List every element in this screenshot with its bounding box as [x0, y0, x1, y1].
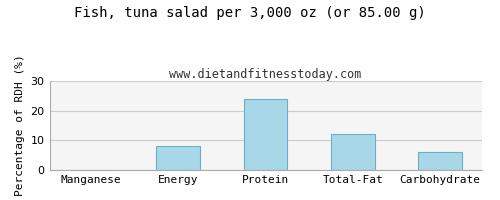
Bar: [156, 146, 200, 170]
Bar: [418, 152, 462, 170]
Title: www.dietandfitnesstoday.com: www.dietandfitnesstoday.com: [170, 68, 362, 81]
Text: Fish, tuna salad per 3,000 oz (or 85.00 g): Fish, tuna salad per 3,000 oz (or 85.00 …: [74, 6, 426, 20]
Y-axis label: Percentage of RDH (%): Percentage of RDH (%): [15, 55, 25, 196]
Bar: [244, 99, 288, 170]
Bar: [331, 134, 374, 170]
